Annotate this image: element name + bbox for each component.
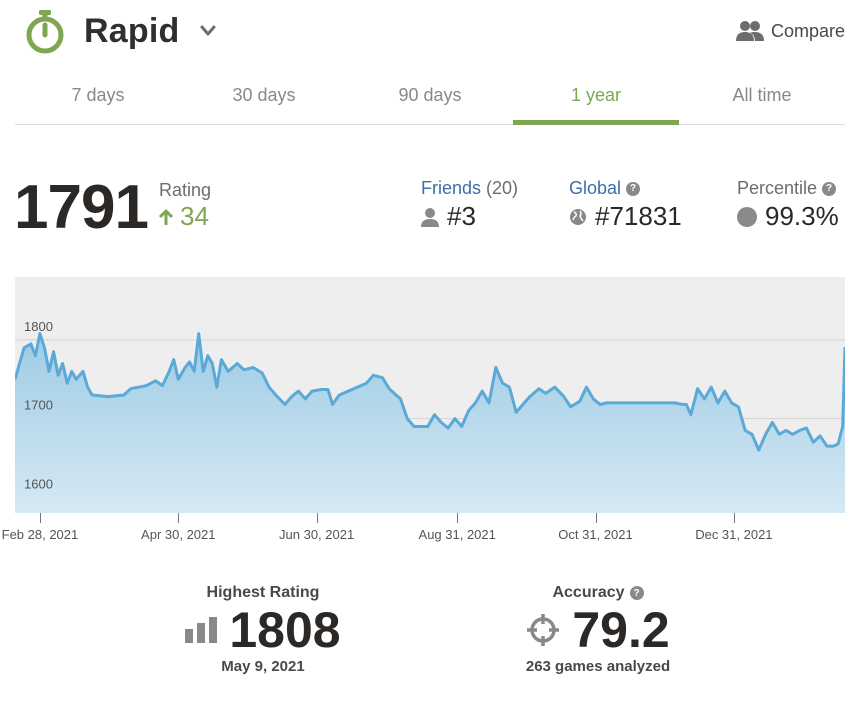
users-icon <box>735 21 764 41</box>
highest-rating-date: May 9, 2021 <box>221 658 305 675</box>
highest-rating-value: 1808 <box>229 602 341 658</box>
tab-all-time[interactable]: All time <box>732 85 792 105</box>
compare-label: Compare <box>770 20 845 41</box>
tab-90-days[interactable]: 90 days <box>398 85 462 105</box>
rating-change: 34 <box>158 201 209 232</box>
chevron-down-icon[interactable] <box>199 24 217 38</box>
x-tick <box>316 513 318 523</box>
rating-label: Rating <box>159 180 212 200</box>
games-analyzed: 263 games analyzed <box>525 658 671 675</box>
pie-icon <box>737 206 757 227</box>
friends-count: (20) <box>486 178 519 198</box>
accuracy-value: 79.2 <box>572 602 670 658</box>
globe-icon <box>570 208 586 225</box>
tab-1-year[interactable]: 1 year <box>513 74 679 125</box>
percentile-label: Percentile <box>737 178 818 198</box>
rating-history-chart[interactable]: 1800 1700 1600 <box>15 277 845 513</box>
x-tick-label: Dec 31, 2021 <box>695 527 773 542</box>
compare-button[interactable]: Compare <box>735 20 845 42</box>
x-tick-label: Feb 28, 2021 <box>1 527 79 542</box>
x-tick-label: Jun 30, 2021 <box>279 527 355 542</box>
help-icon[interactable]: ? <box>626 181 641 196</box>
mode-title[interactable]: Rapid <box>84 12 180 50</box>
rating-line <box>15 332 845 452</box>
global-link[interactable]: Global <box>569 178 622 198</box>
friends-link[interactable]: Friends <box>421 178 482 198</box>
help-icon[interactable]: ? <box>629 586 644 600</box>
x-tick <box>733 513 735 523</box>
time-range-tabs: 7 days 30 days 90 days 1 year All time <box>15 74 845 125</box>
y-tick-label: 1700 <box>24 398 53 413</box>
stopwatch-icon <box>26 10 64 54</box>
accuracy-label: Accuracy <box>552 584 625 601</box>
x-tick <box>178 513 180 523</box>
tab-30-days[interactable]: 30 days <box>232 85 296 105</box>
global-rank: #71831 <box>595 201 682 231</box>
global-stat: Global ? #71831 <box>569 178 682 232</box>
x-tick-label: Aug 31, 2021 <box>418 527 496 542</box>
crosshair-icon <box>527 614 560 646</box>
x-tick-label: Oct 31, 2021 <box>558 527 633 542</box>
help-icon[interactable]: ? <box>822 181 837 196</box>
arrow-up-icon <box>158 209 174 225</box>
tab-7-days[interactable]: 7 days <box>71 85 125 105</box>
highest-rating-card: Highest Rating 1808 May 9, 2021 <box>158 584 368 675</box>
highest-rating-label: Highest Rating <box>206 584 320 601</box>
user-icon <box>421 207 439 227</box>
percentile-value: 99.3% <box>765 201 839 231</box>
friends-stat: Friends (20) #3 <box>421 178 518 232</box>
x-tick <box>39 513 41 523</box>
y-tick-label: 1800 <box>24 319 53 334</box>
accuracy-card: Accuracy ? 79.2 263 games analyzed <box>498 584 698 675</box>
percentile-stat: Percentile ? 99.3% <box>737 178 839 232</box>
rating-change-value: 34 <box>180 201 209 231</box>
y-tick-label: 1600 <box>24 476 53 491</box>
current-rating: 1791 <box>14 173 149 242</box>
x-tick-label: Apr 30, 2021 <box>141 527 216 542</box>
chart-x-axis: Feb 28, 2021 Apr 30, 2021 Jun 30, 2021 Aug … <box>0 513 857 543</box>
x-tick <box>457 513 459 523</box>
stats-header: Rapid Compare <box>0 0 857 66</box>
friends-rank: #3 <box>447 201 476 231</box>
bar-chart-icon <box>185 617 218 643</box>
x-tick <box>595 513 597 523</box>
